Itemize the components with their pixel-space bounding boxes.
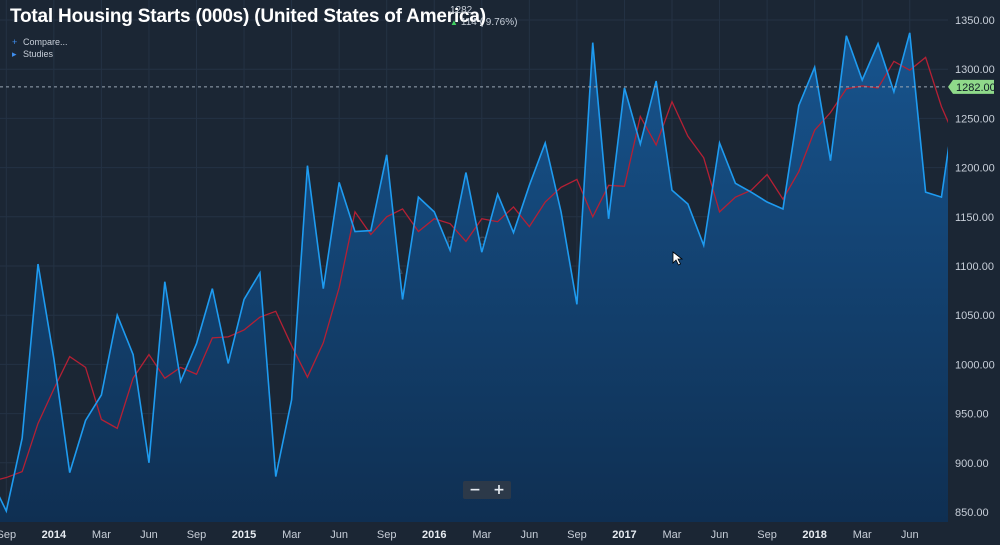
x-tick-label: 2018 [802,529,826,541]
y-tick-label: 950.00 [955,409,989,421]
x-tick-label: Sep [567,529,587,541]
arrow-up-icon: ▲ [450,18,458,27]
y-tick-label: 1250.00 [955,113,995,125]
last-value-badge-text: 1282.00 [956,82,996,94]
change-text: 114 ( 9.76%) [460,17,518,28]
y-tick-label: 1100.00 [955,261,994,273]
x-tick-label: Jun [140,529,158,541]
x-tick-label: Mar [282,529,301,541]
studies-menu-item[interactable]: ▸ Studies [12,49,53,60]
x-axis: Sep 2014 Mar Jun Sep 2015 Mar Jun Sep 2016 Mar Jun S… [0,529,919,541]
x-tick-label: 2014 [42,529,67,541]
y-tick-label: 1350.00 [955,15,995,27]
x-tick-label: Sep [757,529,777,541]
y-tick-label: 1050.00 [955,310,995,322]
zoom-out-button[interactable]: − [469,482,481,498]
x-tick-label: Sep [187,529,207,541]
x-tick-label: Mar [853,529,872,541]
x-tick-label: Jun [901,529,919,541]
x-tick-label: Jun [520,529,538,541]
y-tick-label: 900.00 [955,458,989,470]
x-tick-label: Mar [92,529,111,541]
plus-icon: + [12,37,18,47]
zoom-in-button[interactable]: + [493,482,505,498]
plot-area [0,32,957,522]
last-value-badge: 1282.00 [948,79,996,94]
y-tick-label: 1300.00 [955,64,995,76]
x-tick-label: 2016 [422,529,446,541]
y-tick-label: 850.00 [955,507,989,519]
x-tick-label: Mar [663,529,682,541]
y-tick-label: 1200.00 [955,163,995,175]
x-tick-label: Sep [377,529,397,541]
y-tick-label: 1150.00 [955,212,994,224]
triangle-right-icon: ▸ [12,49,17,59]
x-tick-label: 2015 [232,529,256,541]
x-tick-label: Mar [472,529,491,541]
mouse-pointer-icon [672,251,684,266]
y-axis: 850.00 900.00 950.00 1000.00 1050.00 1100.00 1… [955,15,995,519]
zoom-control: − + [463,481,511,499]
change-readout: ▲ 114 ( 9.76%) [450,17,517,28]
series-area-fill [0,32,948,522]
series-line-housing-starts[interactable] [0,32,957,514]
studies-label: Studies [23,49,54,59]
x-tick-label: 2017 [612,529,636,541]
x-tick-label: Jun [711,529,729,541]
last-value-readout: 1282 [450,5,473,16]
x-tick-label: Sep [0,529,16,541]
compare-menu-item[interactable]: + Compare... [12,37,68,47]
x-tick-label: Jun [330,529,348,541]
compare-label: Compare... [23,37,68,47]
moving-average-line [0,56,948,480]
y-tick-label: 1000.00 [955,359,995,371]
chart-title: Total Housing Starts (000s) (United Stat… [10,6,486,27]
